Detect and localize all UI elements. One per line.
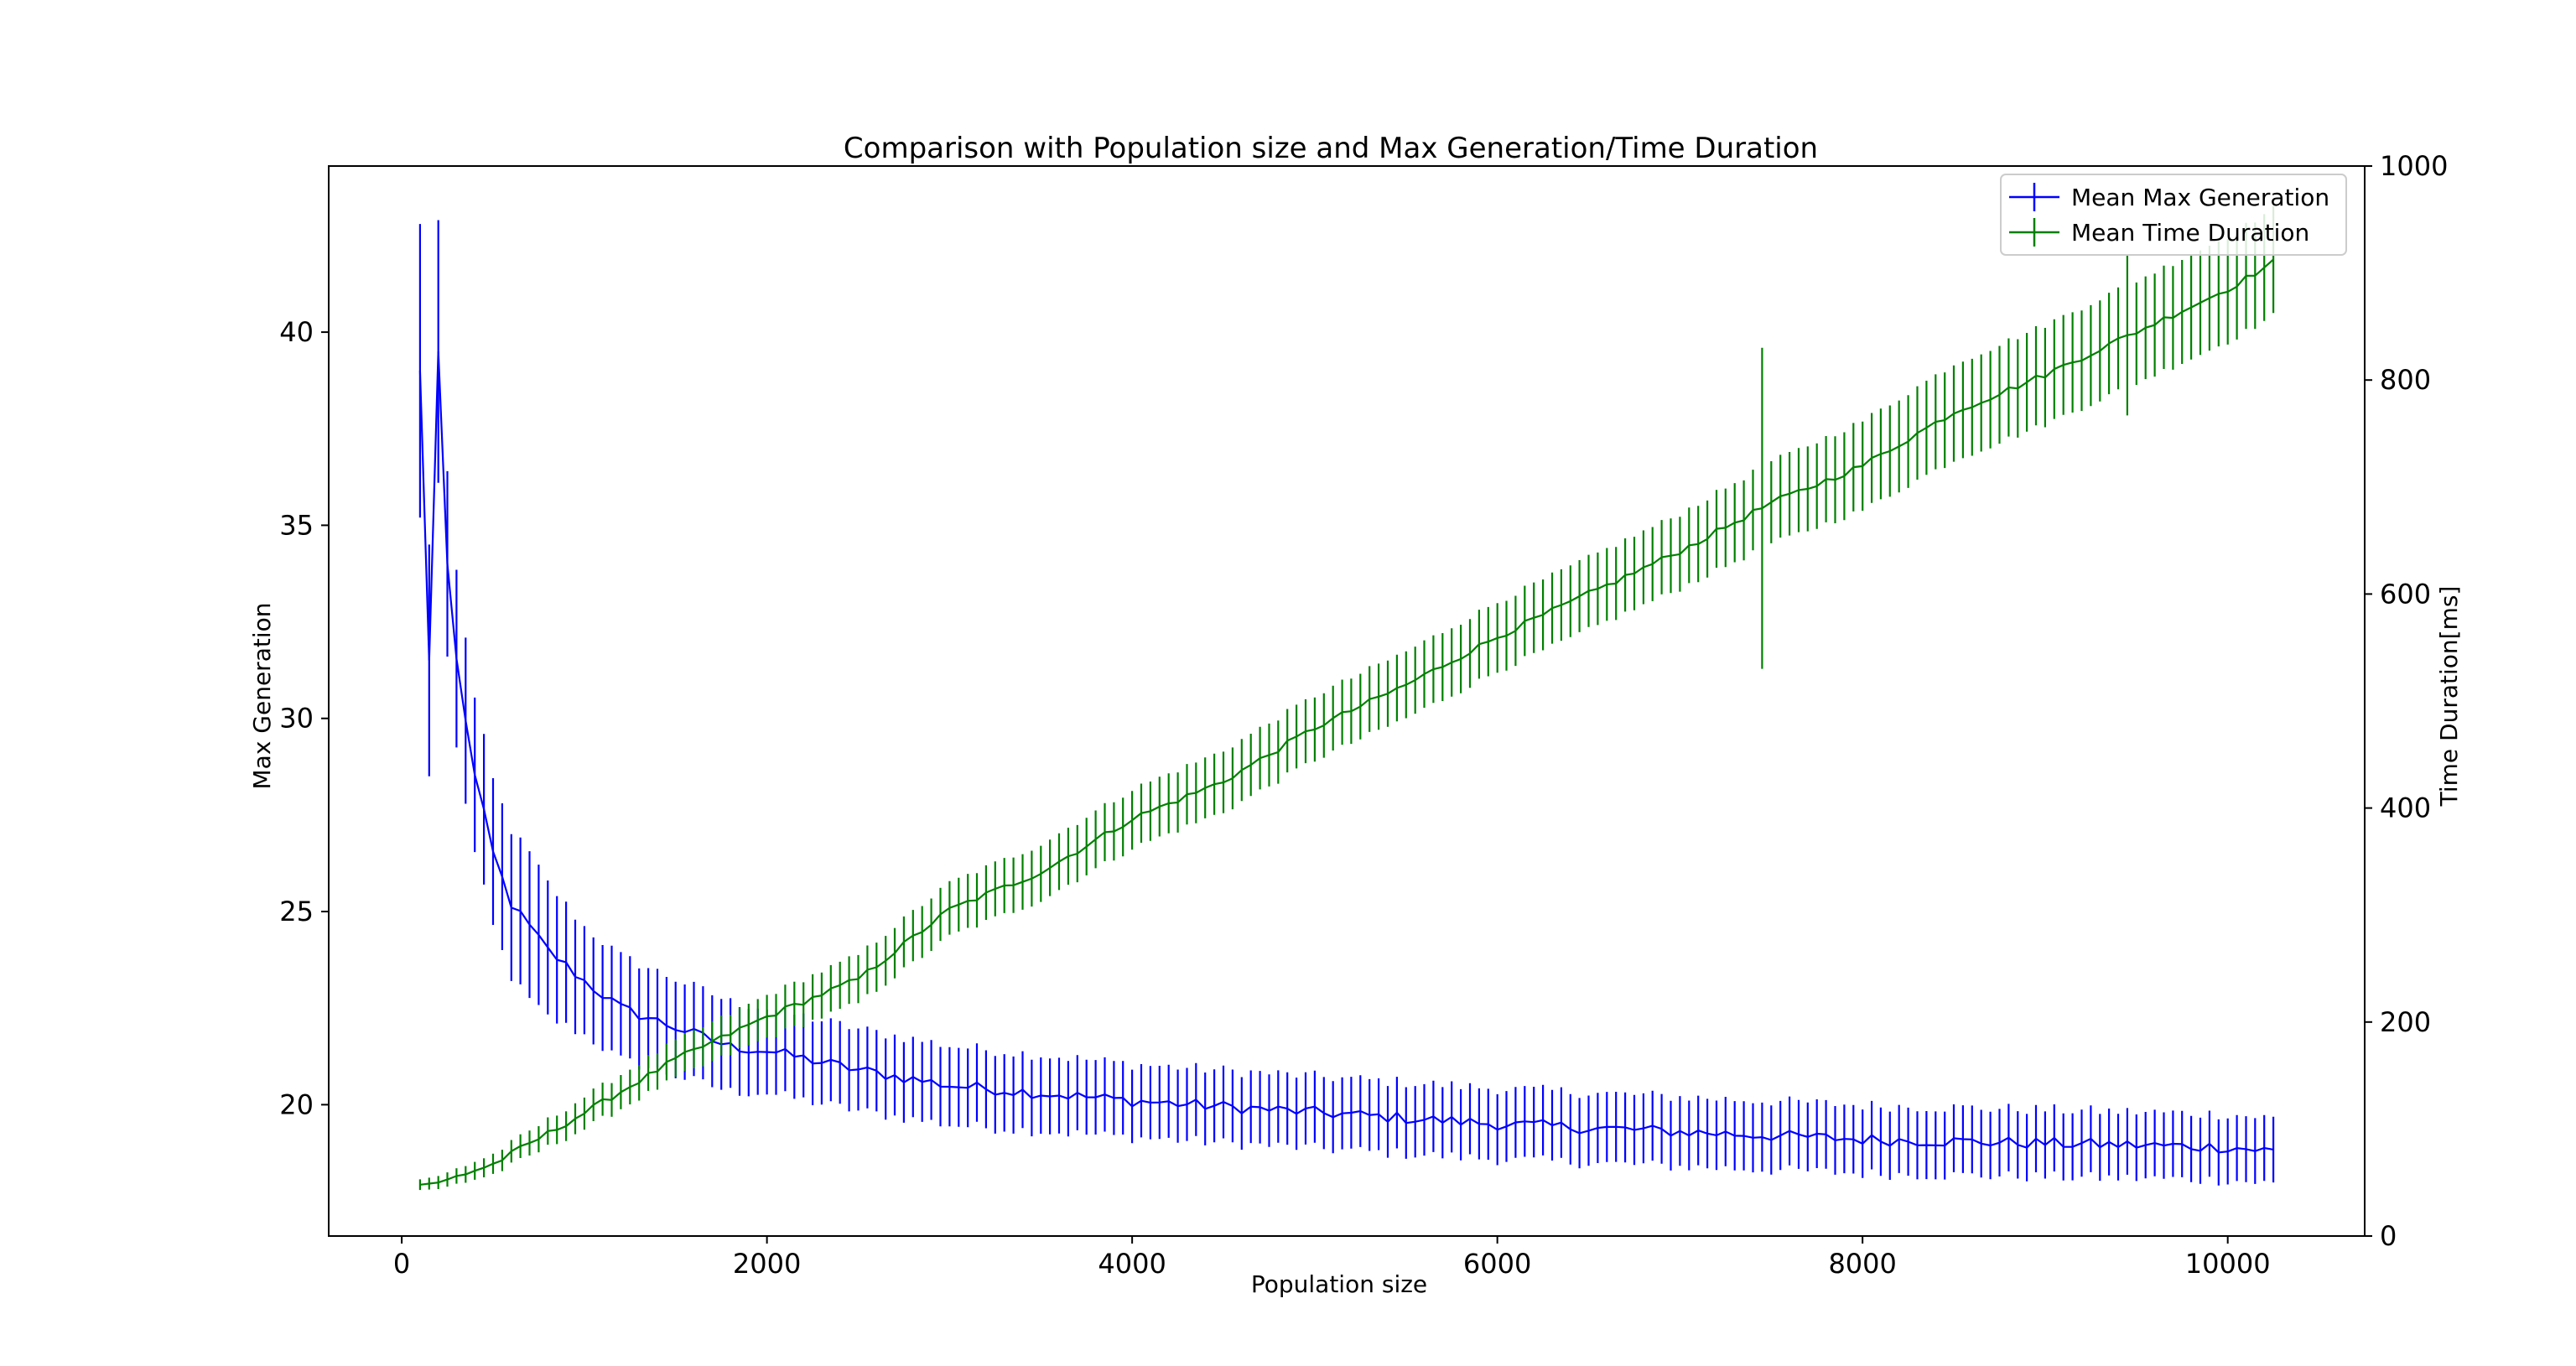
legend-entry-mean-time-duration: Mean Time Duration xyxy=(2009,218,2309,247)
y-left-tick-label: 20 xyxy=(279,1088,314,1120)
series-0 xyxy=(418,220,2275,1186)
x-axis-label: Population size xyxy=(1251,1270,1427,1298)
legend-label-mean-time-duration: Mean Time Duration xyxy=(2071,219,2309,247)
y-left-tick-label: 40 xyxy=(279,316,314,348)
y-right-tick-label: 400 xyxy=(2380,792,2431,824)
y-left-axis-label: Max Generation xyxy=(248,603,276,790)
y-left-tick-label: 35 xyxy=(279,509,314,541)
x-tick-label: 0 xyxy=(393,1248,410,1280)
x-tick-label: 4000 xyxy=(1098,1248,1166,1280)
series-line xyxy=(419,258,2274,1186)
y-right-tick-label: 1000 xyxy=(2380,150,2448,182)
y-right-tick-label: 200 xyxy=(2380,1006,2431,1038)
x-tick-label: 10000 xyxy=(2185,1248,2271,1280)
y-left-tick-label: 25 xyxy=(279,896,314,927)
y-right-tick-label: 0 xyxy=(2380,1220,2397,1252)
series-line xyxy=(418,351,2274,1154)
y-left-tick-label: 30 xyxy=(279,703,314,735)
y-right-axis-label: Time Duration[ms] xyxy=(2435,586,2463,808)
series-1 xyxy=(418,205,2275,1191)
x-tick-label: 6000 xyxy=(1463,1248,1531,1280)
x-tick-label: 8000 xyxy=(1828,1248,1896,1280)
legend: Mean Max Generation Mean Time Duration xyxy=(2000,174,2347,256)
legend-box xyxy=(2000,174,2347,256)
x-tick-label: 2000 xyxy=(733,1248,801,1280)
plot-frame xyxy=(328,165,2366,1237)
series-layer xyxy=(418,205,2275,1191)
y-right-tick-label: 800 xyxy=(2380,364,2431,396)
legend-entry-mean-max-generation: Mean Max Generation xyxy=(2009,183,2329,211)
legend-label-mean-max-generation: Mean Max Generation xyxy=(2071,184,2329,211)
chart-title: Comparison with Population size and Max … xyxy=(844,132,1818,165)
axes-layer: 0 2000 4000 6000 8000 10000202530354002004006… xyxy=(279,150,2448,1280)
y-right-tick-label: 600 xyxy=(2380,578,2431,610)
